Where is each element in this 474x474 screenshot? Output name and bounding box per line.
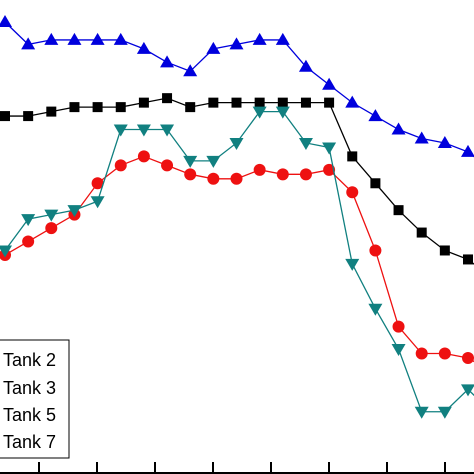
point-tank-5-4 <box>90 196 105 209</box>
point-tank-5-9 <box>206 155 221 168</box>
point-tank-2-6 <box>138 97 149 108</box>
point-tank-2-10 <box>231 97 242 108</box>
point-tank-3-14 <box>323 163 336 176</box>
legend: Tank 2 Tank 3 Tank 5 Tank 7 <box>0 339 70 459</box>
point-tank-7-17 <box>391 122 406 135</box>
legend-label-2: Tank 5 <box>3 405 56 425</box>
legend-label-1: Tank 3 <box>3 378 56 398</box>
point-tank-2-20 <box>463 254 473 265</box>
point-tank-2-18 <box>416 227 427 238</box>
point-tank-3-17 <box>392 320 405 333</box>
point-tank-5-12 <box>275 106 290 119</box>
point-tank-5-1 <box>21 214 36 227</box>
point-tank-5-10 <box>229 137 244 150</box>
point-tank-7-20 <box>461 144 474 157</box>
point-tank-5-7 <box>160 124 175 137</box>
point-tank-7-6 <box>136 41 151 54</box>
x-axis-ticks <box>38 462 446 473</box>
point-tank-7-1 <box>21 37 36 50</box>
series-tank-2 <box>0 93 474 265</box>
point-tank-2-9 <box>208 97 219 108</box>
series-line-tank-7 <box>4 21 474 158</box>
point-tank-2-1 <box>23 111 34 122</box>
point-tank-7-2 <box>44 32 59 45</box>
series-tank-3 <box>0 150 474 364</box>
point-tank-7-3 <box>67 32 82 45</box>
point-tank-2-7 <box>162 93 173 104</box>
point-tank-2-4 <box>92 102 103 113</box>
point-tank-7-14 <box>322 77 337 90</box>
point-tank-7-13 <box>298 59 313 72</box>
point-tank-7-7 <box>160 55 175 68</box>
point-tank-3-5 <box>114 159 127 172</box>
point-tank-2-5 <box>115 102 126 113</box>
point-tank-2-0 <box>0 111 10 122</box>
point-tank-3-20 <box>462 352 474 364</box>
point-tank-5-15 <box>345 258 360 271</box>
point-tank-2-16 <box>370 178 381 189</box>
point-tank-7-15 <box>345 95 360 108</box>
legend-box <box>0 339 70 459</box>
point-tank-7-18 <box>414 131 429 144</box>
point-tank-5-3 <box>67 205 82 218</box>
point-tank-3-16 <box>369 244 382 257</box>
point-tank-5-18 <box>414 406 429 419</box>
point-tank-2-17 <box>393 205 404 216</box>
point-tank-5-20 <box>461 384 474 397</box>
point-tank-5-2 <box>44 209 59 222</box>
point-tank-3-19 <box>438 347 451 360</box>
point-tank-3-7 <box>161 159 174 172</box>
point-tank-5-19 <box>437 406 452 419</box>
point-tank-3-15 <box>346 186 359 199</box>
point-tank-3-18 <box>415 347 428 360</box>
point-tank-3-10 <box>230 172 243 185</box>
point-tank-2-15 <box>347 151 358 162</box>
point-tank-3-1 <box>22 235 35 248</box>
point-tank-7-11 <box>252 32 267 45</box>
point-tank-5-14 <box>322 142 337 155</box>
point-tank-5-13 <box>298 137 313 150</box>
point-tank-5-17 <box>391 344 406 357</box>
series-tank-7 <box>0 15 474 158</box>
point-tank-3-9 <box>207 172 220 185</box>
point-tank-3-12 <box>276 168 289 181</box>
point-tank-3-13 <box>299 168 312 181</box>
point-tank-2-19 <box>439 245 450 256</box>
legend-label-0: Tank 2 <box>3 350 56 370</box>
series-layer <box>0 15 474 419</box>
point-tank-2-12 <box>277 97 288 108</box>
point-tank-2-2 <box>46 106 57 117</box>
series-tank-5 <box>0 106 474 419</box>
point-tank-7-9 <box>206 41 221 54</box>
point-tank-5-11 <box>252 106 267 119</box>
point-tank-7-12 <box>275 32 290 45</box>
point-tank-3-2 <box>45 222 58 235</box>
series-line-tank-2 <box>5 97 474 265</box>
point-tank-7-8 <box>183 64 198 77</box>
point-tank-5-6 <box>136 124 151 137</box>
point-tank-2-13 <box>300 97 311 108</box>
point-tank-3-8 <box>184 168 197 181</box>
point-tank-5-0 <box>0 245 12 258</box>
point-tank-2-14 <box>324 97 335 108</box>
point-tank-3-6 <box>137 150 150 163</box>
legend-label-3: Tank 7 <box>3 432 56 452</box>
point-tank-3-4 <box>91 177 104 190</box>
series-line-tank-5 <box>4 110 474 413</box>
point-tank-7-19 <box>437 135 452 148</box>
point-tank-2-8 <box>185 102 196 113</box>
point-tank-5-8 <box>183 155 198 168</box>
point-tank-7-16 <box>368 109 383 122</box>
point-tank-5-16 <box>368 303 383 316</box>
point-tank-7-4 <box>90 32 105 45</box>
point-tank-5-5 <box>113 124 128 137</box>
point-tank-2-11 <box>254 97 265 108</box>
point-tank-3-11 <box>253 163 266 176</box>
series-line-tank-3 <box>4 155 474 363</box>
point-tank-7-10 <box>229 37 244 50</box>
point-tank-7-0 <box>0 15 12 27</box>
point-tank-2-3 <box>69 102 80 113</box>
point-tank-7-5 <box>113 32 128 45</box>
